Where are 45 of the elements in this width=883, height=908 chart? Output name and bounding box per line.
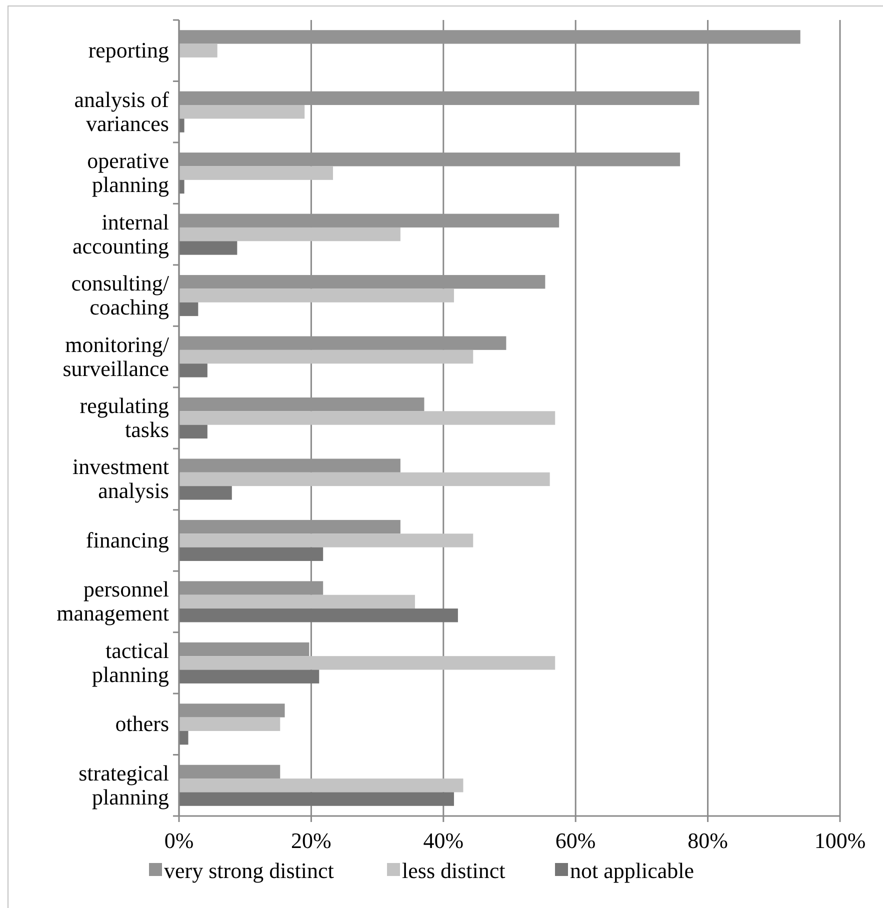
bar: [179, 717, 280, 731]
bar: [179, 288, 454, 302]
bar: [179, 534, 474, 548]
bar: [179, 792, 454, 806]
bar: [179, 670, 320, 684]
y-tick-label: monitoring/ surveillance: [62, 332, 170, 381]
y-tick-label: personnel management: [56, 576, 169, 626]
bar: [179, 472, 550, 486]
bar: [179, 424, 208, 439]
legend-label: not applicable: [570, 858, 694, 883]
bar: [179, 302, 198, 316]
y-tick-label: tactical planning: [92, 638, 169, 687]
bar: [179, 730, 188, 745]
y-tick-label: strategical planning: [78, 760, 169, 810]
y-tick-label: others: [115, 711, 169, 736]
bar: [179, 241, 238, 255]
y-tick-label: financing: [86, 527, 169, 552]
bar: [179, 547, 324, 561]
bar: [179, 411, 556, 425]
x-tick-label: 100%: [814, 828, 866, 853]
bar: [179, 594, 415, 609]
bar: [179, 656, 556, 670]
bar: [179, 350, 474, 364]
y-tick-label: operative planning: [87, 148, 169, 198]
bar: [179, 608, 458, 622]
bar: [179, 486, 232, 500]
bar: [179, 105, 305, 119]
y-tick-label: investment analysis: [72, 454, 169, 504]
y-tick-label: consulting/ coaching: [71, 270, 170, 320]
legend-label: less distinct: [402, 858, 506, 883]
y-tick-label: regulating tasks: [80, 393, 169, 442]
x-tick-label: 40%: [423, 828, 464, 853]
bar: [179, 778, 464, 792]
y-tick-label: internal accounting: [72, 209, 169, 258]
x-tick-label: 20%: [291, 828, 332, 853]
x-tick-label: 0%: [164, 828, 194, 853]
y-tick-label: reporting: [88, 38, 169, 63]
bar: [179, 364, 208, 378]
y-tick-label: analysis of variances: [74, 86, 170, 136]
bar: [179, 166, 334, 180]
x-tick-label: 80%: [688, 828, 728, 853]
legend-label: very strong distinct: [164, 858, 334, 883]
x-tick-label: 60%: [555, 828, 596, 853]
bar: [179, 44, 218, 58]
bar: [179, 227, 400, 242]
